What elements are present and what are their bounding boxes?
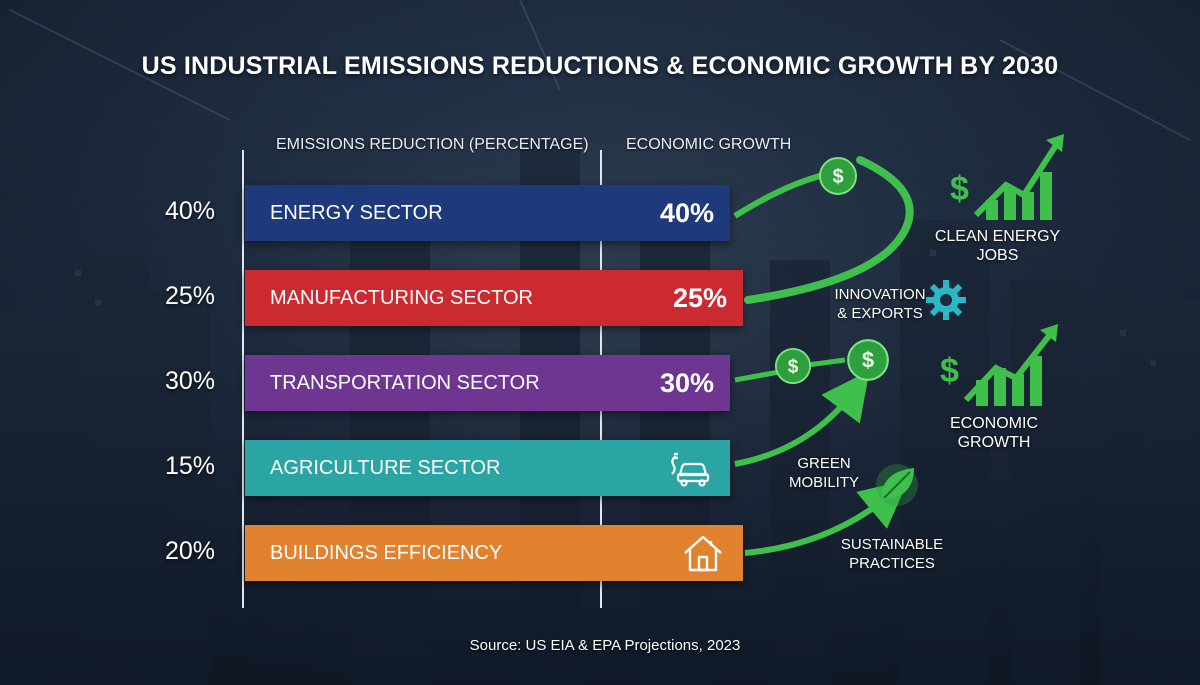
electric-car-icon [668, 448, 712, 488]
bar-value-label: 30% [659, 368, 714, 398]
sustainable-practices-line2: PRACTICES [849, 555, 935, 572]
svg-text:$: $ [950, 170, 969, 208]
value-label: 20% [164, 537, 216, 565]
gear-icon [926, 280, 966, 320]
bar: AGRICULTURE SECTOR [245, 440, 730, 496]
dollar-coin-icon: $ [847, 339, 889, 381]
category-label: MANUFACTURING SECTOR [270, 287, 533, 309]
dollar-coin-icon: $ [774, 347, 812, 385]
innovation-label-line1: INNOVATION [834, 286, 926, 303]
svg-text:$: $ [862, 348, 874, 373]
source-note: Source: US EIA & EPA Projections, 2023 [469, 637, 741, 654]
bar: MANUFACTURING SECTOR 25% [245, 270, 743, 326]
category-label: ENERGY SECTOR [270, 202, 443, 224]
clean-energy-jobs-label: CLEAN ENERGY JOBS [934, 228, 1061, 264]
green-mobility-line2: MOBILITY [788, 474, 859, 491]
category-label: AGRICULTURE SECTOR [270, 457, 501, 479]
economic-growth-column-header: ECONOMIC GROWTH [626, 136, 792, 153]
dollar-coin-icon: $ [819, 157, 857, 195]
value-label: 25% [164, 282, 216, 310]
green-mobility-line1: GREEN [797, 455, 851, 472]
emissions-column-header: EMISSIONS REDUCTION (PERCENTAGE) [276, 136, 589, 153]
svg-text:$: $ [940, 352, 959, 390]
bar-value-label: 25% [672, 283, 727, 313]
innovation-label-line2: & EXPORTS [837, 305, 923, 322]
leaf-icon [876, 464, 918, 506]
house-icon [681, 533, 725, 573]
category-label: TRANSPORTATION SECTOR [270, 372, 540, 394]
bar: ENERGY SECTOR 40% [245, 185, 730, 241]
value-label: 40% [164, 197, 216, 225]
svg-text:$: $ [832, 166, 843, 188]
value-label: 30% [164, 367, 216, 395]
bar: TRANSPORTATION SECTOR 30% [245, 355, 730, 411]
growth-chart-icon: $ [950, 134, 1064, 220]
bar: BUILDINGS EFFICIENCY [245, 525, 743, 581]
chart-title: US INDUSTRIAL EMISSIONS REDUCTIONS & ECO… [141, 52, 1059, 80]
value-label: 15% [164, 452, 216, 480]
bar-value-label: 40% [659, 198, 714, 228]
left-axis-line [242, 150, 244, 608]
category-label: BUILDINGS EFFICIENCY [270, 542, 503, 564]
growth-chart-icon: $ [940, 324, 1058, 406]
green-mobility-label: GREEN MOBILITY [776, 454, 872, 492]
sustainable-practices-line1: SUSTAINABLE [840, 536, 944, 553]
svg-text:$: $ [788, 357, 799, 378]
economic-growth-label: ECONOMIC GROWTH [950, 415, 1038, 451]
innovation-exports-label: INNOVATION & EXPORTS [824, 285, 936, 323]
sustainable-practices-label: SUSTAINABLE PRACTICES [830, 535, 954, 573]
